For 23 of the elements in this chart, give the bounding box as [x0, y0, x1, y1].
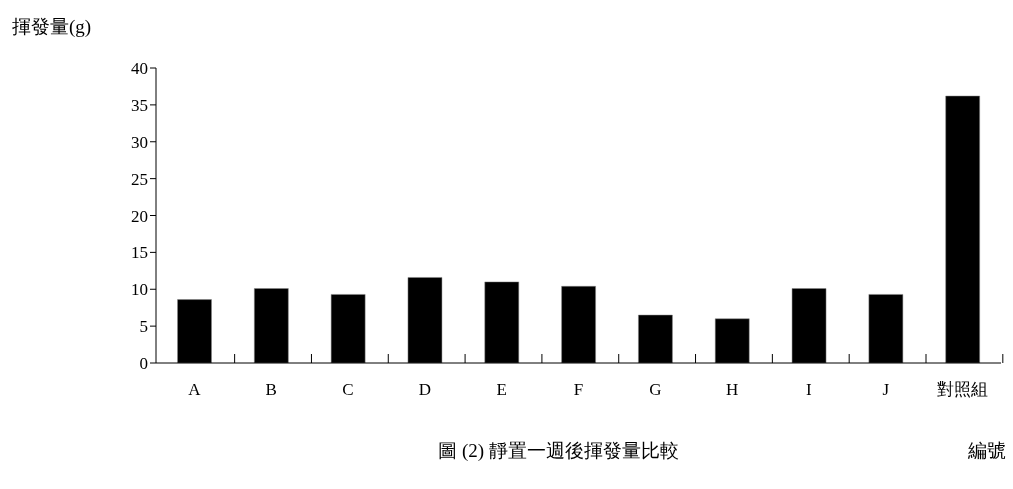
x-tick-label: F — [573, 380, 584, 399]
y-tick-label: 25 — [131, 169, 148, 189]
x-tick-label: C — [342, 380, 354, 399]
y-tick-label: 15 — [131, 243, 148, 263]
y-axis-title: 揮發量(g) — [12, 15, 92, 39]
x-tick-label: H — [726, 380, 739, 399]
y-tick-label: 10 — [131, 280, 148, 300]
text: 圖 (2) 靜置一週後揮發量比較 — [438, 440, 679, 461]
y-tick-label: 40 — [131, 59, 148, 79]
y-tick-label: 5 — [139, 317, 148, 337]
y-tick-label: 30 — [131, 132, 148, 152]
x-tick-label: E — [496, 380, 507, 399]
x-axis-title: 編號 — [968, 439, 1006, 463]
x-tick-label: B — [265, 380, 277, 399]
y-tick-label: 0 — [139, 354, 148, 374]
x-tick-label: D — [418, 380, 431, 399]
x-tick-label: J — [882, 380, 890, 399]
x-tick-label: I — [806, 380, 813, 399]
x-tick-label: G — [649, 380, 662, 399]
y-tick-label: 35 — [131, 95, 148, 115]
y-tick-label: 20 — [131, 206, 148, 226]
x-tick-label: 對照組 — [937, 380, 989, 399]
x-tick-label: A — [188, 380, 202, 399]
